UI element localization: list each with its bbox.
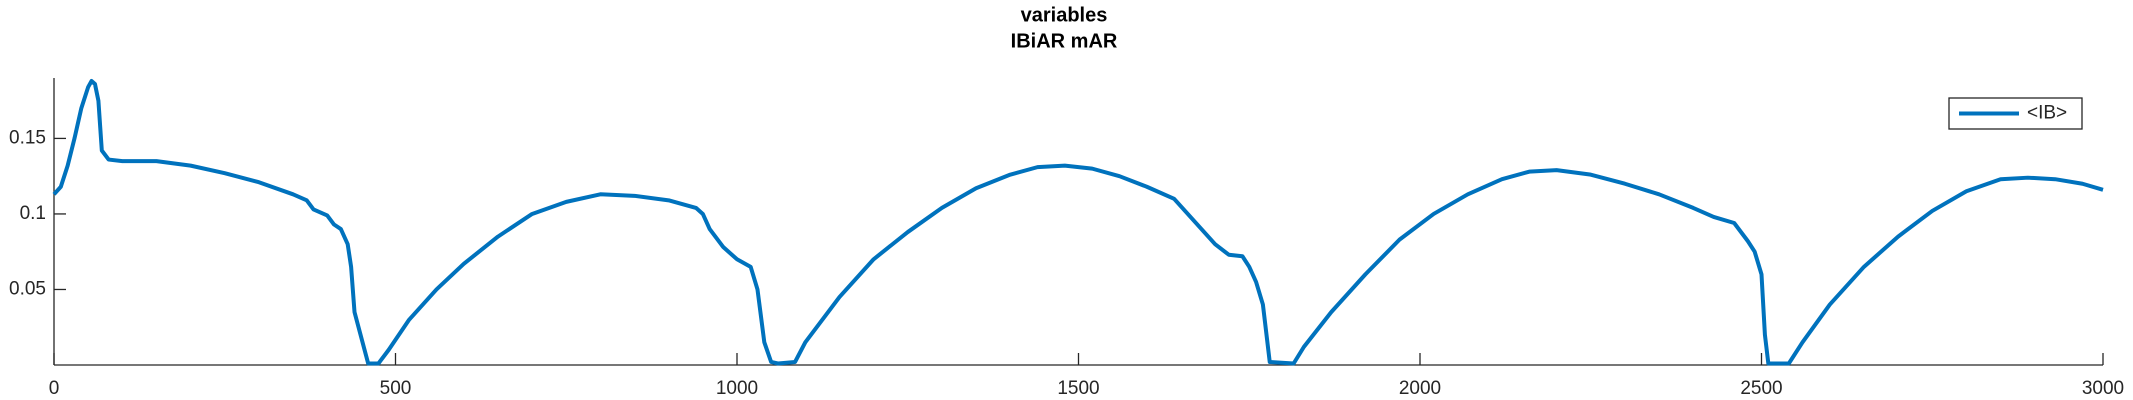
x-tick-label: 1000 — [716, 378, 758, 399]
legend-label: <IB> — [2027, 103, 2067, 124]
y-tick-label: 0.1 — [20, 203, 46, 224]
y-tick-label: 0.05 — [9, 278, 46, 299]
x-tick-label: 1500 — [1057, 378, 1099, 399]
chart-title: variables — [1021, 4, 1108, 26]
x-tick-label: 2000 — [1399, 378, 1441, 399]
chart-subtitle: IBiAR mAR — [1011, 30, 1118, 52]
x-tick-label: 0 — [49, 378, 60, 399]
x-tick-label: 500 — [380, 378, 412, 399]
x-tick-label: 2500 — [1740, 378, 1782, 399]
x-tick-label: 3000 — [2082, 378, 2124, 399]
y-tick-label: 0.15 — [9, 127, 46, 148]
data-line — [52, 79, 2104, 366]
